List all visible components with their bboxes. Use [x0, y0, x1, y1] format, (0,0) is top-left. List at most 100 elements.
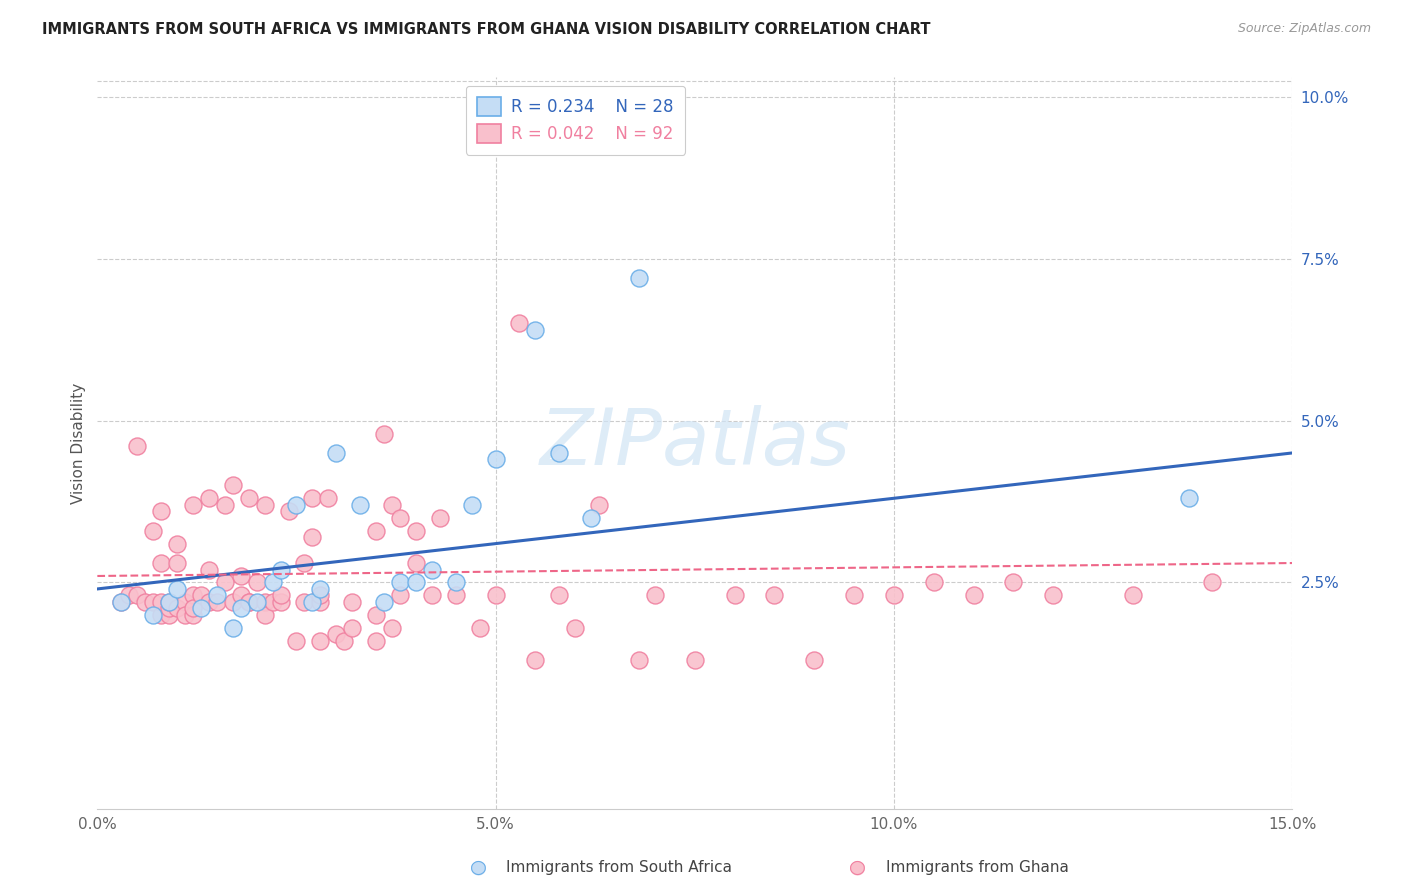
Point [333, 633, 356, 648]
Point [150, 556, 173, 570]
Point [181, 601, 204, 615]
Point [373, 426, 395, 441]
Point [166, 582, 188, 596]
Point [342, 595, 364, 609]
Point [548, 588, 571, 602]
Point [366, 524, 388, 538]
Point [142, 595, 165, 609]
Point [157, 595, 180, 609]
Point [253, 595, 276, 609]
Point [373, 595, 395, 609]
Point [253, 498, 276, 512]
Point [198, 562, 221, 576]
Point [181, 498, 204, 512]
Point [166, 536, 188, 550]
Point [1122, 588, 1144, 602]
Point [205, 588, 228, 602]
Point [429, 510, 451, 524]
Point [238, 595, 260, 609]
Point [922, 575, 945, 590]
Point [127, 588, 149, 602]
Point [309, 582, 332, 596]
Point [318, 491, 340, 506]
Point [1002, 575, 1025, 590]
Text: IMMIGRANTS FROM SOUTH AFRICA VS IMMIGRANTS FROM GHANA VISION DISABILITY CORRELAT: IMMIGRANTS FROM SOUTH AFRICA VS IMMIGRAN… [42, 22, 931, 37]
Point [301, 530, 323, 544]
Point [238, 595, 260, 609]
Point [1201, 575, 1223, 590]
Point [420, 588, 443, 602]
Point [405, 524, 427, 538]
Point [763, 588, 786, 602]
Point [564, 621, 586, 635]
Point [405, 575, 427, 590]
Point [842, 588, 865, 602]
Point [366, 607, 388, 622]
Point [325, 446, 347, 460]
Point [508, 317, 530, 331]
Point [214, 575, 236, 590]
Text: ○: ○ [849, 857, 866, 877]
Point [142, 524, 165, 538]
Point [381, 621, 404, 635]
Point [309, 588, 332, 602]
Text: ○: ○ [470, 857, 486, 877]
Point [883, 588, 905, 602]
Point [174, 607, 197, 622]
Point [588, 498, 610, 512]
Point [309, 595, 332, 609]
Point [301, 595, 323, 609]
Point [366, 633, 388, 648]
Point [389, 588, 412, 602]
Point [181, 607, 204, 622]
Point [962, 588, 984, 602]
Point [627, 271, 650, 285]
Point [381, 498, 404, 512]
Point [294, 556, 316, 570]
Text: ZIPatlas: ZIPatlas [540, 405, 851, 482]
Point [150, 595, 173, 609]
Point [166, 556, 188, 570]
Point [627, 653, 650, 667]
Point [142, 607, 165, 622]
Point [110, 595, 132, 609]
Point [150, 504, 173, 518]
Point [460, 498, 482, 512]
Point [262, 575, 284, 590]
Point [150, 607, 173, 622]
Point [579, 510, 602, 524]
Point [349, 498, 371, 512]
Text: Immigrants from Ghana: Immigrants from Ghana [886, 860, 1069, 874]
Point [238, 491, 260, 506]
Text: ●: ● [470, 857, 486, 877]
Point [205, 595, 228, 609]
Point [548, 446, 571, 460]
Point [198, 595, 221, 609]
Point [262, 595, 284, 609]
Point [1042, 588, 1064, 602]
Point [134, 595, 156, 609]
Point [222, 595, 245, 609]
Point [301, 491, 323, 506]
Point [157, 607, 180, 622]
Point [468, 621, 491, 635]
Point [1177, 491, 1199, 506]
Point [484, 588, 506, 602]
Point [157, 601, 180, 615]
Point [174, 595, 197, 609]
Point [166, 601, 188, 615]
Point [246, 595, 269, 609]
Point [190, 588, 212, 602]
Point [127, 440, 149, 454]
Point [325, 627, 347, 641]
Point [270, 562, 292, 576]
Point [285, 498, 308, 512]
Point [118, 588, 141, 602]
Point [309, 633, 332, 648]
Point [110, 595, 132, 609]
Point [444, 575, 467, 590]
Point [405, 556, 427, 570]
Point [294, 595, 316, 609]
Point [229, 588, 252, 602]
Point [246, 575, 269, 590]
